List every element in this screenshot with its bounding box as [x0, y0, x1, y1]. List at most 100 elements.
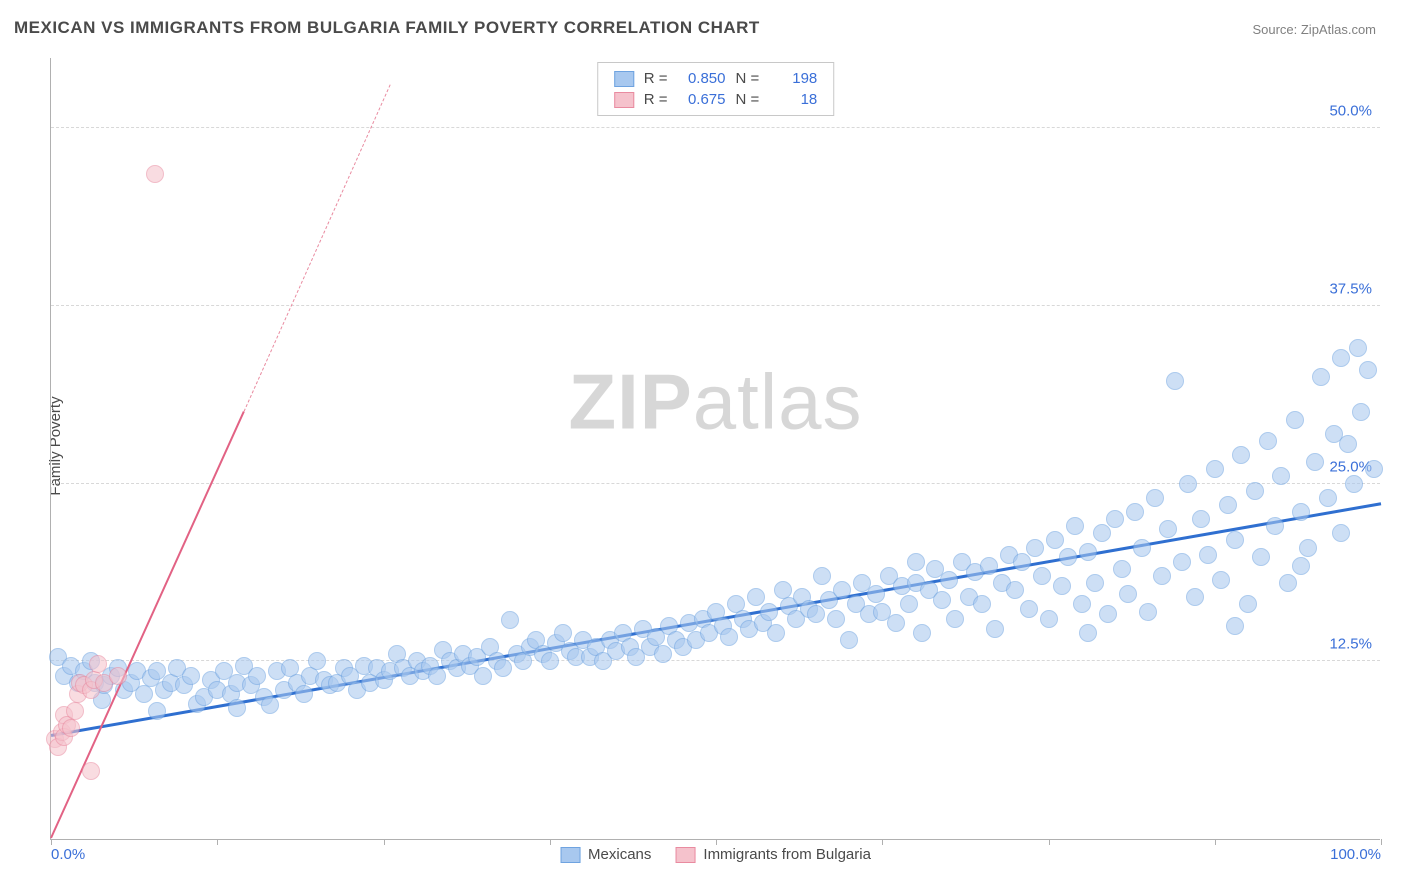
- data-point: [946, 610, 964, 628]
- data-point: [308, 652, 326, 670]
- data-point: [720, 628, 738, 646]
- data-point: [747, 588, 765, 606]
- gridline: [51, 305, 1380, 306]
- r-label: R =: [644, 91, 668, 108]
- data-point: [135, 685, 153, 703]
- data-point: [1272, 467, 1290, 485]
- swatch-icon: [614, 92, 634, 108]
- data-point: [1153, 567, 1171, 585]
- data-point: [1259, 432, 1277, 450]
- data-point: [1066, 517, 1084, 535]
- data-point: [494, 659, 512, 677]
- data-point: [146, 165, 164, 183]
- data-point: [827, 610, 845, 628]
- data-point: [261, 696, 279, 714]
- data-point: [1319, 489, 1337, 507]
- data-point: [1206, 460, 1224, 478]
- data-point: [1133, 539, 1151, 557]
- data-point: [1292, 557, 1310, 575]
- data-point: [1179, 475, 1197, 493]
- data-point: [1126, 503, 1144, 521]
- plot-area: ZIPatlas R = 0.850 N = 198 R = 0.675 N =…: [50, 58, 1380, 840]
- x-tick: [384, 839, 385, 845]
- data-point: [1013, 553, 1031, 571]
- source-attribution: Source: ZipAtlas.com: [1252, 22, 1376, 37]
- data-point: [1279, 574, 1297, 592]
- data-point: [295, 685, 313, 703]
- data-point: [1345, 475, 1363, 493]
- swatch-icon: [614, 71, 634, 87]
- data-point: [986, 620, 1004, 638]
- data-point: [1226, 531, 1244, 549]
- data-point: [980, 557, 998, 575]
- n-value: 18: [769, 91, 817, 108]
- data-point: [1053, 577, 1071, 595]
- data-point: [541, 652, 559, 670]
- legend-label: Immigrants from Bulgaria: [703, 846, 871, 863]
- data-point: [1292, 503, 1310, 521]
- legend-label: Mexicans: [588, 846, 651, 863]
- data-point: [1046, 531, 1064, 549]
- data-point: [807, 605, 825, 623]
- data-point: [1006, 581, 1024, 599]
- data-point: [1139, 603, 1157, 621]
- x-tick: [1049, 839, 1050, 845]
- data-point: [109, 667, 127, 685]
- x-tick: [716, 839, 717, 845]
- data-point: [1186, 588, 1204, 606]
- data-point: [1073, 595, 1091, 613]
- data-point: [867, 585, 885, 603]
- data-point: [1166, 372, 1184, 390]
- data-point: [82, 762, 100, 780]
- x-tick: [51, 839, 52, 845]
- data-point: [554, 624, 572, 642]
- data-point: [840, 631, 858, 649]
- n-value: 198: [769, 70, 817, 87]
- data-point: [248, 667, 266, 685]
- data-point: [1079, 543, 1097, 561]
- trend-line: [50, 411, 245, 838]
- data-point: [89, 655, 107, 673]
- data-point: [62, 719, 80, 737]
- watermark: ZIPatlas: [568, 356, 862, 447]
- data-point: [1246, 482, 1264, 500]
- data-point: [1192, 510, 1210, 528]
- data-point: [767, 624, 785, 642]
- data-point: [1365, 460, 1383, 478]
- trend-line: [243, 85, 390, 412]
- gridline: [51, 127, 1380, 128]
- data-point: [1079, 624, 1097, 642]
- data-point: [1086, 574, 1104, 592]
- x-tick: [1381, 839, 1382, 845]
- data-point: [1173, 553, 1191, 571]
- swatch-icon: [675, 847, 695, 863]
- swatch-icon: [560, 847, 580, 863]
- data-point: [1026, 539, 1044, 557]
- data-point: [1332, 349, 1350, 367]
- data-point: [1159, 520, 1177, 538]
- data-point: [1339, 435, 1357, 453]
- chart-title: MEXICAN VS IMMIGRANTS FROM BULGARIA FAMI…: [14, 18, 760, 38]
- data-point: [1219, 496, 1237, 514]
- legend-item: Mexicans: [560, 846, 651, 863]
- watermark-rest: atlas: [693, 357, 863, 445]
- data-point: [933, 591, 951, 609]
- bottom-legend: Mexicans Immigrants from Bulgaria: [560, 846, 871, 863]
- data-point: [1299, 539, 1317, 557]
- data-point: [1146, 489, 1164, 507]
- n-label: N =: [736, 91, 760, 108]
- data-point: [1020, 600, 1038, 618]
- data-point: [1349, 339, 1367, 357]
- stats-row: R = 0.850 N = 198: [614, 68, 818, 89]
- n-label: N =: [736, 70, 760, 87]
- data-point: [228, 699, 246, 717]
- data-point: [1099, 605, 1117, 623]
- legend-item: Immigrants from Bulgaria: [675, 846, 871, 863]
- data-point: [474, 667, 492, 685]
- data-point: [1306, 453, 1324, 471]
- data-point: [1199, 546, 1217, 564]
- data-point: [1332, 524, 1350, 542]
- data-point: [1059, 548, 1077, 566]
- data-point: [833, 581, 851, 599]
- data-point: [1226, 617, 1244, 635]
